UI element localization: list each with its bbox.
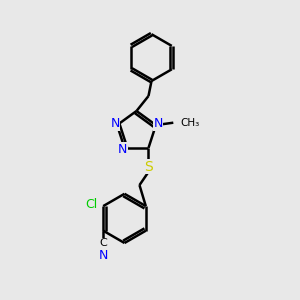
Text: Cl: Cl — [86, 198, 98, 211]
Text: N: N — [98, 249, 108, 262]
Text: CH₃: CH₃ — [181, 118, 200, 128]
Text: S: S — [144, 160, 153, 173]
Text: C: C — [99, 238, 107, 248]
Text: N: N — [118, 143, 127, 156]
Text: N: N — [110, 117, 120, 130]
Text: N: N — [153, 117, 163, 130]
